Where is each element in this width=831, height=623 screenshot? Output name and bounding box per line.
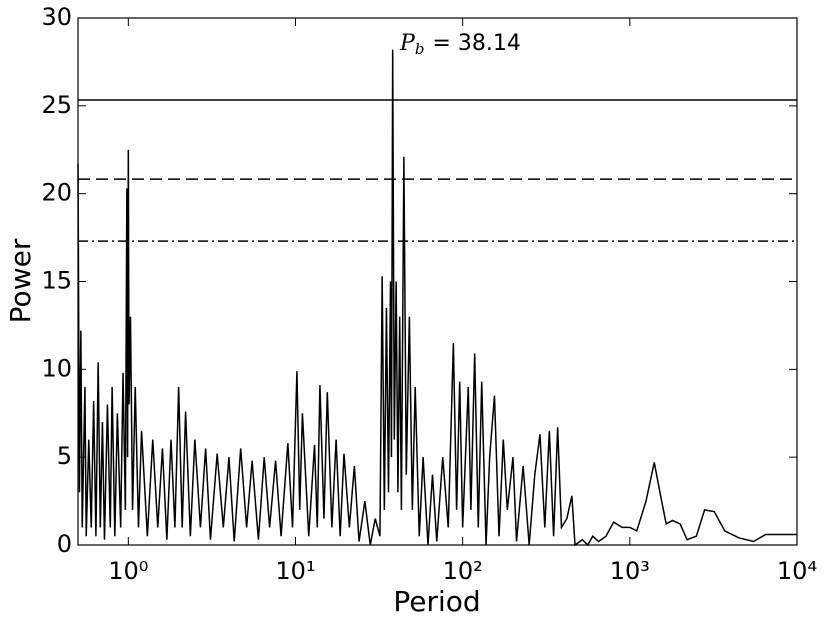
power-line: [77, 49, 797, 547]
x-axis-label: Period: [393, 585, 480, 618]
x-tick-label: 10⁰: [108, 557, 148, 585]
y-tick-label: 20: [41, 179, 72, 207]
x-tick-label: 10¹: [275, 557, 315, 585]
plot-frame: [77, 17, 798, 546]
y-tick-label: 15: [41, 267, 72, 295]
annotation: Pb = 38.14: [399, 31, 521, 58]
annotation-subscript: b: [415, 40, 425, 58]
annotation-text: = 38.14: [432, 31, 520, 56]
annotation-symbol: P: [399, 31, 416, 56]
y-axis-label: Power: [4, 238, 37, 323]
y-tick-label: 5: [57, 442, 72, 470]
y-tick-label: 25: [41, 91, 72, 119]
y-tick-label: 10: [41, 354, 72, 382]
y-tick-label: 30: [41, 3, 72, 31]
y-tick-label: 0: [57, 530, 72, 558]
x-tick-label: 10²: [443, 557, 483, 585]
x-tick-label: 10³: [610, 557, 650, 585]
x-tick-label: 10⁴: [777, 557, 817, 585]
